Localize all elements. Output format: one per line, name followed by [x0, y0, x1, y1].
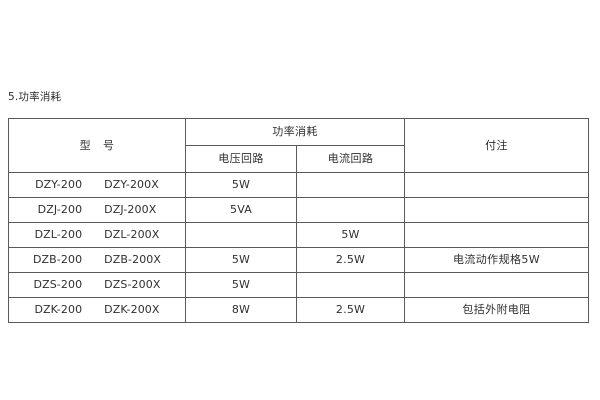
model-code-primary: DZY-200	[35, 178, 83, 192]
table-header-row-sub: 电压回路 电流回路	[9, 145, 589, 173]
table-row: DZS-200 DZS-200X 5W	[8, 272, 590, 298]
cell-current-circuit: 5W	[295, 222, 406, 248]
cell-current-circuit: 2.5W	[295, 297, 406, 323]
column-header-model-char1: 型	[79, 138, 91, 152]
power-consumption-table: 型号 功率消耗 付注 电压回路 电流回路 DZY-200 DZY-200X 5W	[8, 118, 590, 323]
cell-current-circuit	[295, 197, 406, 223]
table-row: DZJ-200 DZJ-200X 5VA	[8, 197, 590, 223]
column-header-voltage-circuit: 电压回路	[185, 145, 297, 173]
model-code-secondary: DZB-200X	[104, 253, 162, 267]
table-row: DZL-200 DZL-200X 5W	[8, 222, 590, 248]
model-code-primary: DZK-200	[34, 303, 83, 317]
cell-current-circuit	[295, 172, 406, 198]
column-header-model-char2: 号	[103, 138, 115, 152]
cell-current-circuit: 2.5W	[295, 247, 406, 273]
cell-voltage-circuit: 5VA	[185, 197, 297, 223]
model-code-secondary: DZS-200X	[104, 278, 161, 292]
cell-model: DZK-200 DZK-200X	[8, 297, 186, 323]
cell-model: DZL-200 DZL-200X	[8, 222, 186, 248]
model-code-primary: DZL-200	[34, 228, 83, 242]
column-header-remark: 付注	[404, 118, 590, 173]
cell-model: DZJ-200 DZJ-200X	[8, 197, 186, 223]
column-header-model: 型号	[8, 118, 186, 173]
model-code-secondary: DZY-200X	[104, 178, 159, 192]
cell-remark	[404, 197, 590, 223]
model-code-secondary: DZJ-200X	[104, 203, 157, 217]
table-header-row-top: 型号 功率消耗 付注	[8, 118, 590, 173]
cell-model: DZY-200 DZY-200X	[8, 172, 186, 198]
cell-model: DZB-200 DZB-200X	[8, 247, 186, 273]
cell-voltage-circuit: 5W	[185, 172, 297, 198]
column-header-power-consumption: 功率消耗	[184, 118, 406, 146]
cell-remark: 电流动作规格5W	[404, 247, 590, 273]
model-code-secondary: DZK-200X	[104, 303, 160, 317]
model-code-primary: DZJ-200	[37, 203, 83, 217]
cell-remark: 包括外附电阻	[404, 297, 590, 323]
table-row: DZB-200 DZB-200X 5W 2.5W 电流动作规格5W	[8, 247, 590, 273]
cell-remark	[404, 222, 590, 248]
column-header-current-circuit: 电流回路	[295, 145, 406, 173]
table-body: DZY-200 DZY-200X 5W DZJ-200 DZJ-200X 5VA D…	[8, 172, 590, 323]
model-code-secondary: DZL-200X	[104, 228, 160, 242]
power-consumption-table-wrapper: 型号 功率消耗 付注 电压回路 电流回路 DZY-200 DZY-200X 5W	[8, 118, 590, 323]
table-row: DZY-200 DZY-200X 5W	[8, 172, 590, 198]
model-code-primary: DZB-200	[32, 253, 83, 267]
section-title: 5.功率消耗	[8, 91, 62, 103]
cell-voltage-circuit: 8W	[185, 297, 297, 323]
table-header: 型号 功率消耗 付注 电压回路 电流回路	[8, 118, 590, 173]
cell-voltage-circuit: 5W	[185, 247, 297, 273]
cell-remark	[404, 172, 590, 198]
cell-current-circuit	[295, 272, 406, 298]
cell-voltage-circuit: 5W	[185, 272, 297, 298]
cell-voltage-circuit	[185, 222, 297, 248]
cell-model: DZS-200 DZS-200X	[8, 272, 186, 298]
table-row: DZK-200 DZK-200X 8W 2.5W 包括外附电阻	[8, 297, 590, 323]
model-code-primary: DZS-200	[33, 278, 83, 292]
cell-remark	[404, 272, 590, 298]
